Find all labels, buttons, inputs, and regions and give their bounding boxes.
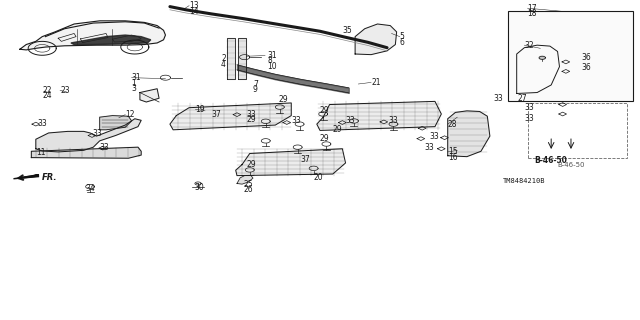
Text: B-46-50: B-46-50 xyxy=(557,162,585,168)
Text: 33: 33 xyxy=(424,143,434,152)
Text: 33: 33 xyxy=(524,114,534,123)
Text: 33: 33 xyxy=(493,94,504,103)
Text: B-46-50: B-46-50 xyxy=(535,156,568,165)
Text: 11: 11 xyxy=(36,148,45,157)
Bar xyxy=(527,103,627,158)
Text: 29: 29 xyxy=(246,115,256,124)
Text: 37: 37 xyxy=(301,155,310,164)
Polygon shape xyxy=(140,89,159,102)
Text: 33: 33 xyxy=(430,132,440,141)
Polygon shape xyxy=(13,175,39,179)
Text: 33: 33 xyxy=(524,103,534,112)
Polygon shape xyxy=(170,103,291,130)
Text: 29: 29 xyxy=(278,95,288,104)
Polygon shape xyxy=(237,176,253,184)
Text: 14: 14 xyxy=(189,7,198,16)
Text: 23: 23 xyxy=(60,86,70,95)
Polygon shape xyxy=(317,101,442,131)
Text: TM8484210B: TM8484210B xyxy=(503,178,546,184)
Text: 26: 26 xyxy=(243,185,253,194)
Text: 17: 17 xyxy=(527,4,537,13)
Text: 32: 32 xyxy=(524,41,534,50)
Polygon shape xyxy=(448,111,490,157)
Polygon shape xyxy=(227,38,235,79)
Text: 36: 36 xyxy=(582,63,591,72)
Text: 31: 31 xyxy=(268,51,277,60)
Text: 7: 7 xyxy=(253,79,258,89)
Text: 33: 33 xyxy=(291,116,301,125)
Text: 20: 20 xyxy=(314,173,323,182)
Text: 31: 31 xyxy=(132,73,141,82)
Text: 5: 5 xyxy=(400,32,404,41)
Text: 27: 27 xyxy=(518,94,527,103)
Text: 9: 9 xyxy=(253,85,258,94)
Polygon shape xyxy=(355,24,397,55)
Polygon shape xyxy=(31,147,141,158)
Text: 15: 15 xyxy=(448,148,458,156)
Text: 19: 19 xyxy=(195,105,205,114)
Text: 6: 6 xyxy=(400,38,404,47)
Text: 37: 37 xyxy=(211,110,221,119)
Text: 33: 33 xyxy=(388,116,398,125)
Polygon shape xyxy=(100,116,132,130)
Polygon shape xyxy=(20,21,166,50)
Text: 10: 10 xyxy=(268,62,277,71)
Text: 33: 33 xyxy=(246,109,256,118)
Text: 18: 18 xyxy=(527,9,537,18)
Text: 3: 3 xyxy=(132,84,136,93)
Text: 36: 36 xyxy=(582,53,591,62)
Text: FR.: FR. xyxy=(42,173,58,182)
Text: 25: 25 xyxy=(243,180,253,189)
Text: 29: 29 xyxy=(246,160,256,169)
Text: 28: 28 xyxy=(448,120,457,129)
Text: 2: 2 xyxy=(221,54,226,63)
Polygon shape xyxy=(238,38,246,79)
Text: 29: 29 xyxy=(320,134,330,143)
Text: 33: 33 xyxy=(37,119,47,128)
Polygon shape xyxy=(236,149,346,176)
Polygon shape xyxy=(36,119,141,152)
Text: 13: 13 xyxy=(189,1,198,10)
Polygon shape xyxy=(71,35,151,44)
Text: 29: 29 xyxy=(333,125,342,134)
Polygon shape xyxy=(539,56,545,60)
Text: 24: 24 xyxy=(42,91,52,100)
Text: 33: 33 xyxy=(92,129,102,139)
Text: 21: 21 xyxy=(371,78,381,87)
Polygon shape xyxy=(516,45,559,93)
Text: 35: 35 xyxy=(342,26,352,35)
Text: 33: 33 xyxy=(100,143,109,152)
Text: 29: 29 xyxy=(320,106,330,115)
Text: 22: 22 xyxy=(42,86,52,95)
Text: 30: 30 xyxy=(194,183,204,192)
Bar xyxy=(508,12,633,101)
Text: 16: 16 xyxy=(448,153,458,162)
Text: 12: 12 xyxy=(125,110,135,119)
Text: 8: 8 xyxy=(268,56,273,66)
Text: 1: 1 xyxy=(132,79,136,88)
Text: 34: 34 xyxy=(86,184,95,193)
Text: 4: 4 xyxy=(221,60,226,68)
Text: 33: 33 xyxy=(346,116,355,125)
